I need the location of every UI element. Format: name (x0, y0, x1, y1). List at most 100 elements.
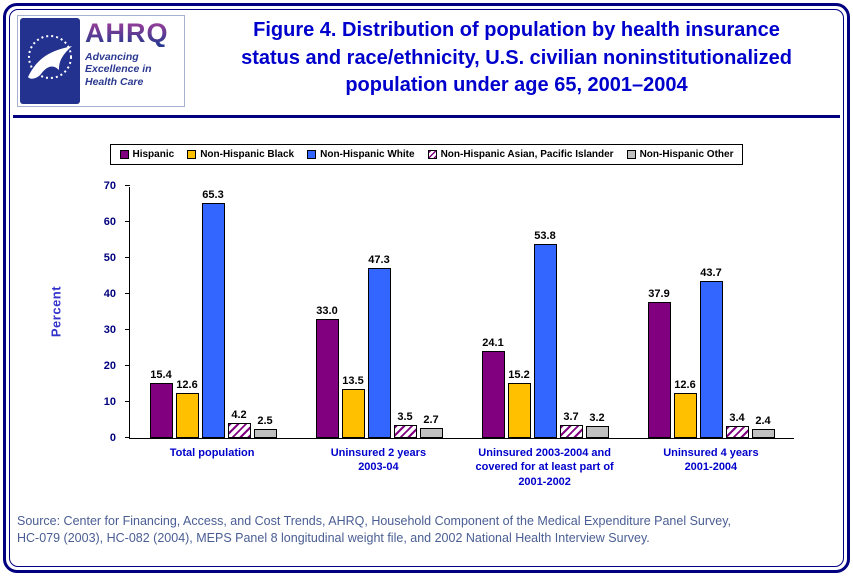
ahrq-tagline-line: Advancing (85, 51, 139, 63)
bar-non-hispanic-other: 2.4 (751, 415, 775, 438)
legend-label: Non-Hispanic White (320, 149, 415, 160)
bar-value-label: 33.0 (316, 305, 338, 317)
bar-value-label: 37.9 (648, 288, 670, 300)
legend-label: Non-Hispanic Other (639, 149, 734, 160)
bar-non-hispanic-other: 2.5 (253, 415, 277, 438)
hhs-logo (20, 18, 80, 104)
legend-swatch (427, 150, 437, 159)
logo-box: AHRQ Advancing Excellence in Health Care (17, 15, 185, 107)
legend-label: Non-Hispanic Black (200, 149, 295, 160)
bar-value-label: 2.7 (423, 414, 439, 426)
y-tick-mark (125, 257, 130, 258)
y-tick-label: 70 (103, 180, 116, 192)
bar-value-label: 24.1 (482, 337, 504, 349)
bar-non-hispanic-white: 53.8 (533, 230, 557, 438)
bar-value-label: 15.4 (150, 369, 172, 381)
legend-swatch (119, 150, 129, 159)
bar-value-label: 47.3 (368, 254, 390, 266)
hhs-eagle-icon (28, 35, 72, 79)
bar-non-hispanic-other: 3.2 (585, 412, 609, 438)
y-tick-mark (125, 185, 130, 186)
bar-group: 33.0 13.5 47.3 3.5 2.7 (296, 187, 462, 438)
bar-non-hispanic-black: 12.6 (175, 379, 199, 438)
bar-group: 15.4 12.6 65.3 4.2 2.5 (130, 187, 296, 438)
content: AHRQ Advancing Excellence in Health Care… (11, 11, 842, 565)
header-divider (13, 115, 840, 118)
y-tick-label: 60 (103, 216, 116, 228)
plot-area: Percent 0 10 20 30 40 50 60 70 15.4 12.6 65.3 4.2 2… (49, 180, 794, 444)
x-axis-category-label: Uninsured 2 years 2003-04 (330, 447, 427, 474)
y-tick-label: 30 (103, 324, 116, 336)
bar-value-label: 3.4 (729, 412, 745, 424)
header: AHRQ Advancing Excellence in Health Care… (11, 11, 842, 107)
bar-value-label: 12.6 (674, 379, 696, 391)
source-line: HC-079 (2003), HC-082 (2004), MEPS Panel… (17, 531, 650, 546)
bar-groups: 15.4 12.6 65.3 4.2 2.5 33.0 13.5 47.3 3.5 2.7 24.1… (130, 187, 794, 438)
legend: Hispanic Non-Hispanic Black Non-Hispanic W… (109, 144, 744, 165)
bar-value-label: 15.2 (508, 369, 530, 381)
bar-hispanic: 33.0 (315, 305, 339, 438)
bar-non-hispanic-other: 2.7 (419, 414, 443, 438)
bar-value-label: 4.2 (231, 409, 247, 421)
bar-hispanic: 37.9 (647, 288, 671, 438)
bar-group: 37.9 12.6 43.7 3.4 2.4 (628, 187, 794, 438)
bar-value-label: 3.7 (563, 411, 579, 423)
y-axis: 0 10 20 30 40 50 60 70 (86, 180, 124, 444)
ahrq-logo: AHRQ Advancing Excellence in Health Care (83, 18, 182, 104)
y-tick-mark (125, 221, 130, 222)
bar-hispanic: 15.4 (149, 369, 173, 438)
ahrq-tagline-line: Excellence in (85, 63, 152, 76)
legend-swatch (626, 150, 636, 159)
y-tick-label: 10 (103, 396, 116, 408)
bar-non-hispanic-asian-pacific-islander: 3.7 (559, 411, 583, 438)
bar-non-hispanic-white: 47.3 (367, 254, 391, 438)
ahrq-wordmark: AHRQ (85, 20, 180, 47)
y-tick-label: 40 (103, 288, 116, 300)
legend-swatch (187, 150, 197, 159)
bar-non-hispanic-asian-pacific-islander: 3.4 (725, 412, 749, 438)
y-tick-label: 0 (109, 432, 116, 444)
legend-item: Non-Hispanic Black (187, 149, 294, 160)
x-axis-category-label: Uninsured 4 years 2001-2004 (663, 447, 759, 474)
ahrq-tagline: Advancing Excellence in Health Care (85, 51, 180, 88)
ahrq-tagline-line: Health Care (85, 75, 144, 88)
y-tick-mark (125, 401, 130, 402)
y-tick-mark (125, 293, 130, 294)
figure-title: Figure 4. Distribution of population by … (199, 15, 834, 100)
legend-item: Hispanic (119, 149, 175, 160)
bar-value-label: 13.5 (342, 375, 364, 387)
bar-value-label: 12.6 (176, 379, 198, 391)
bar-non-hispanic-black: 15.2 (507, 369, 531, 438)
legend-swatch (307, 150, 317, 159)
bar-value-label: 3.2 (589, 412, 605, 424)
legend-item: Non-Hispanic White (307, 149, 415, 160)
y-tick-mark (125, 329, 130, 330)
legend-item: Non-Hispanic Other (626, 149, 734, 160)
legend-label: Hispanic (132, 149, 175, 160)
source-note: Source: Center for Financing, Access, an… (17, 513, 836, 548)
x-axis-category-label: Uninsured 2003-2004 and covered for at l… (475, 447, 614, 488)
bar-non-hispanic-asian-pacific-islander: 3.5 (393, 411, 417, 438)
bar-group: 24.1 15.2 53.8 3.7 3.2 (462, 187, 628, 438)
x-axis-labels: Total population Uninsured 2 years 2003-0… (129, 446, 794, 489)
bar-non-hispanic-black: 12.6 (673, 379, 697, 438)
x-axis-category-label: Total population (169, 447, 255, 459)
figure-title-line: Figure 4. Distribution of population by … (253, 19, 780, 41)
bar-non-hispanic-asian-pacific-islander: 4.2 (227, 409, 251, 438)
source-line: Source: Center for Financing, Access, an… (17, 513, 732, 528)
bar-value-label: 3.5 (397, 411, 413, 423)
bar-non-hispanic-white: 43.7 (699, 267, 723, 438)
y-axis-title: Percent (48, 285, 64, 337)
y-tick-label: 50 (103, 252, 116, 264)
bar-value-label: 2.4 (755, 415, 771, 427)
bar-value-label: 2.5 (257, 415, 273, 427)
y-tick-label: 20 (103, 360, 116, 372)
bar-value-label: 53.8 (534, 230, 556, 242)
bar-hispanic: 24.1 (481, 337, 505, 438)
bar-value-label: 65.3 (202, 189, 224, 201)
legend-label: Non-Hispanic Asian, Pacific Islander (440, 149, 614, 160)
figure-title-line: status and race/ethnicity, U.S. civilian… (241, 46, 792, 69)
bar-value-label: 43.7 (700, 267, 722, 279)
bar-non-hispanic-black: 13.5 (341, 375, 365, 438)
